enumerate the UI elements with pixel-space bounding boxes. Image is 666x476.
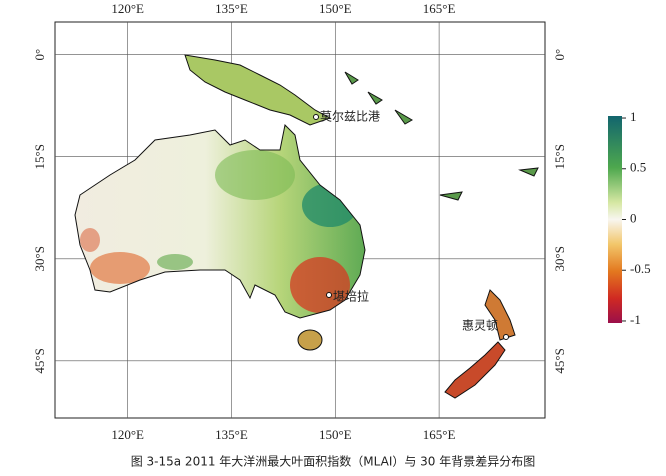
lat-label: 30°S (32, 246, 47, 271)
lon-label: 135°E (215, 427, 248, 442)
city-label: 堪培拉 (333, 289, 369, 304)
city-marker (326, 292, 332, 298)
caption: 图 3-15a 2011 年大洋洲最大叶面积指数（MLAI）与 30 年背景差异… (131, 454, 536, 469)
lon-label: 135°E (215, 1, 248, 16)
colorbar-tick-label: 0.5 (630, 160, 646, 175)
lat-label: 45°S (32, 348, 47, 373)
lon-label: 150°E (319, 427, 352, 442)
lat-label: 15°S (552, 144, 567, 169)
colorbar-tick-label: 1 (630, 109, 637, 124)
lon-label: 150°E (319, 1, 352, 16)
colorbar (608, 116, 622, 323)
cities: 莫尔兹比港 堪培拉 惠灵顿 (313, 109, 509, 340)
lat-label: 15°S (32, 144, 47, 169)
city-label: 莫尔兹比港 (320, 109, 380, 124)
lat-label: 30°S (552, 246, 567, 271)
lon-label: 120°E (111, 1, 144, 16)
lat-label: 0° (552, 49, 567, 61)
lon-label: 165°E (423, 1, 456, 16)
lon-label: 120°E (111, 427, 144, 442)
lat-label: 0° (32, 49, 47, 61)
city-label: 惠灵顿 (462, 319, 498, 333)
lon-label: 165°E (423, 427, 456, 442)
city-marker (313, 114, 319, 120)
colorbar-tick-label: -1 (630, 312, 641, 327)
city-marker (503, 334, 509, 340)
lat-label: 45°S (552, 348, 567, 373)
colorbar-tick-label: 0 (630, 210, 637, 225)
colorbar-tick-label: -0.5 (630, 261, 651, 276)
